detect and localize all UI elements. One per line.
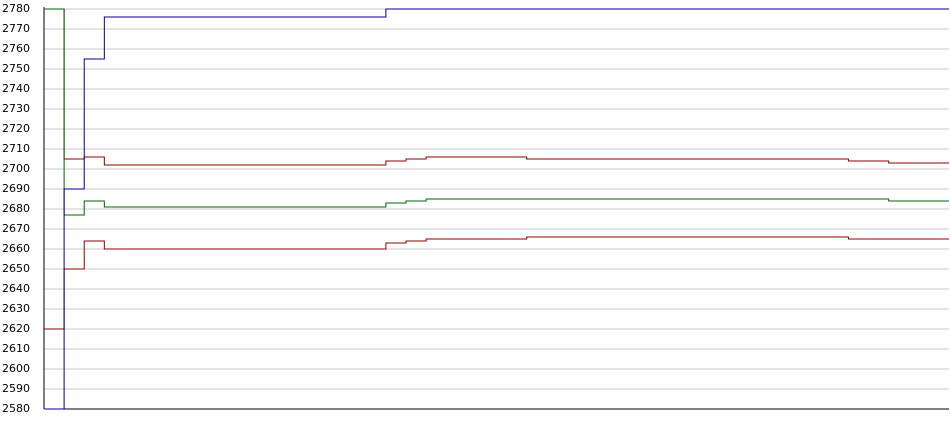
y-tick-label: 2660 [2, 242, 30, 255]
y-tick-label: 2630 [2, 302, 30, 315]
y-tick-label: 2700 [2, 162, 30, 175]
y-tick-label: 2780 [2, 2, 30, 15]
y-tick-label: 2580 [2, 402, 30, 415]
y-tick-label: 2770 [2, 22, 30, 35]
series-line [44, 8, 949, 216]
y-tick-label: 2610 [2, 342, 30, 355]
y-tick-label: 2600 [2, 362, 30, 375]
series-line [44, 8, 949, 166]
y-tick-label: 2640 [2, 282, 30, 295]
y-tick-label: 2590 [2, 382, 30, 395]
y-tick-label: 2750 [2, 62, 30, 75]
y-tick-label: 2740 [2, 82, 30, 95]
y-tick-label: 2680 [2, 202, 30, 215]
y-tick-label: 2720 [2, 122, 30, 135]
series-line [44, 8, 949, 410]
y-tick-label: 2650 [2, 262, 30, 275]
y-tick-label: 2690 [2, 182, 30, 195]
y-tick-label: 2710 [2, 142, 30, 155]
y-tick-label: 2760 [2, 42, 30, 55]
y-tick-label: 2670 [2, 222, 30, 235]
y-tick-label: 2730 [2, 102, 30, 115]
y-tick-label: 2620 [2, 322, 30, 335]
series-line [44, 236, 949, 330]
